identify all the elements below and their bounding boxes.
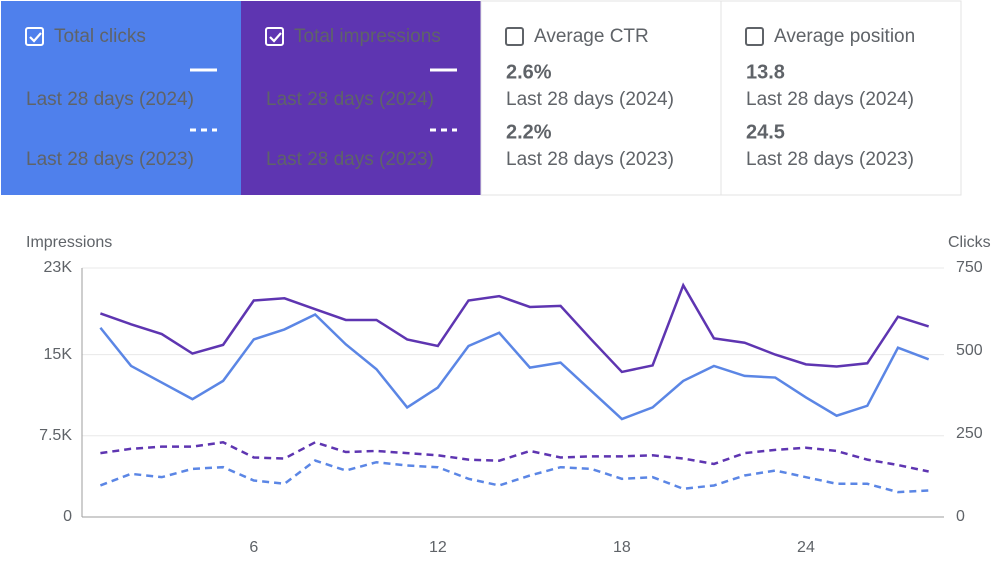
period-label: Last 28 days (2024) [506, 89, 674, 110]
checkbox[interactable] [265, 27, 284, 46]
checkbox[interactable] [25, 27, 44, 46]
period-label: Last 28 days (2024) [746, 89, 914, 110]
period-label: Last 28 days (2023) [26, 149, 194, 170]
y-axis-title: Impressions [26, 234, 112, 251]
x-tick-label: 18 [613, 539, 631, 556]
metric-figure: 13.8 [746, 61, 785, 83]
series-line [99, 312, 930, 421]
checkbox[interactable] [505, 27, 524, 46]
y2-tick-label: 250 [956, 425, 983, 442]
card-title: Average CTR [534, 26, 649, 47]
metric-card[interactable] [720, 0, 962, 196]
x-tick-label: 6 [249, 539, 258, 556]
metric-figure: 2.2% [506, 121, 552, 143]
period-label: Last 28 days (2023) [266, 149, 434, 170]
y-tick-label: 7.5K [39, 427, 72, 444]
checkbox[interactable] [745, 27, 764, 46]
metric-card[interactable] [480, 0, 722, 196]
period-label: Last 28 days (2023) [506, 149, 674, 170]
y-tick-label: 23K [44, 259, 73, 276]
x-tick-label: 12 [429, 539, 447, 556]
card-title: Average position [774, 26, 915, 47]
metric-figure: 2.6% [506, 61, 552, 83]
y2-tick-label: 0 [956, 508, 965, 525]
checkmark [29, 32, 42, 43]
series-line [99, 459, 929, 494]
card-title: Total impressions [294, 26, 441, 47]
period-label: Last 28 days (2024) [26, 89, 194, 110]
y2-tick-label: 750 [956, 259, 983, 276]
x-tick-label: 24 [797, 539, 815, 556]
y-tick-label: 15K [44, 346, 73, 363]
series-line [99, 282, 930, 374]
period-label: Last 28 days (2023) [746, 149, 914, 170]
card-title: Total clicks [54, 26, 146, 47]
y2-axis-title: Clicks [948, 234, 991, 251]
metric-figure: 24.5 [746, 121, 785, 143]
y-tick-label: 0 [63, 508, 72, 525]
period-label: Last 28 days (2024) [266, 89, 434, 110]
checkmark [269, 32, 282, 43]
y2-tick-label: 500 [956, 342, 983, 359]
series-line [100, 440, 929, 473]
